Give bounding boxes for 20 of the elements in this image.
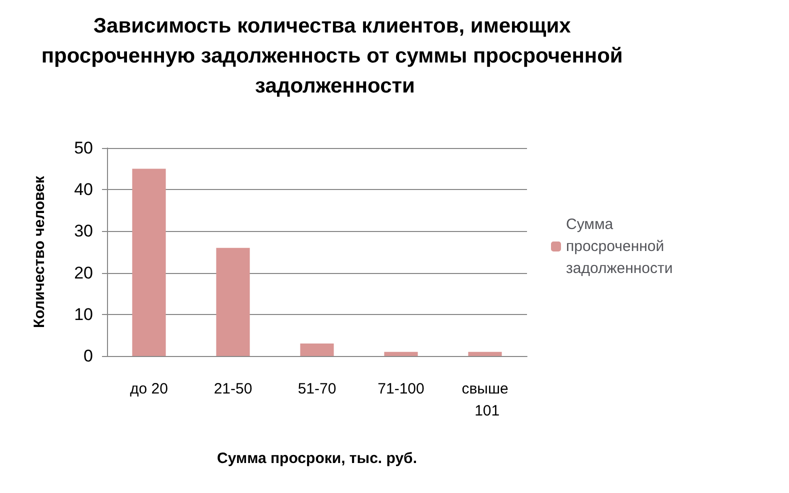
y-tick-label: 50 <box>74 138 93 158</box>
x-tick-label: 51-70 <box>298 380 336 398</box>
bar <box>132 168 166 356</box>
y-tick-label: 40 <box>74 180 93 200</box>
x-tick-label: 71-100 <box>378 380 424 398</box>
y-axis-title: Количество человек <box>31 176 48 328</box>
bar <box>300 344 334 356</box>
y-tick-label: 10 <box>74 304 93 324</box>
chart-title: Зависимость количества клиентов, имеющих просроченную задолженность от суммы просроченной задолженности <box>41 14 629 98</box>
x-axis-title: Сумма просроки, тыс. руб. <box>217 450 417 467</box>
legend-label: Сумма просроченной задолженности <box>566 216 673 277</box>
y-tick-label: 20 <box>74 263 93 282</box>
bar <box>384 352 418 356</box>
x-tick-label: свыше 101 <box>462 380 508 420</box>
y-tick-label: 30 <box>74 222 93 241</box>
bar <box>216 248 250 356</box>
bar <box>468 352 502 356</box>
y-tick-label: 0 <box>84 346 93 366</box>
x-tick-label: до 20 <box>130 380 168 398</box>
x-tick-label: 21-50 <box>214 380 252 398</box>
